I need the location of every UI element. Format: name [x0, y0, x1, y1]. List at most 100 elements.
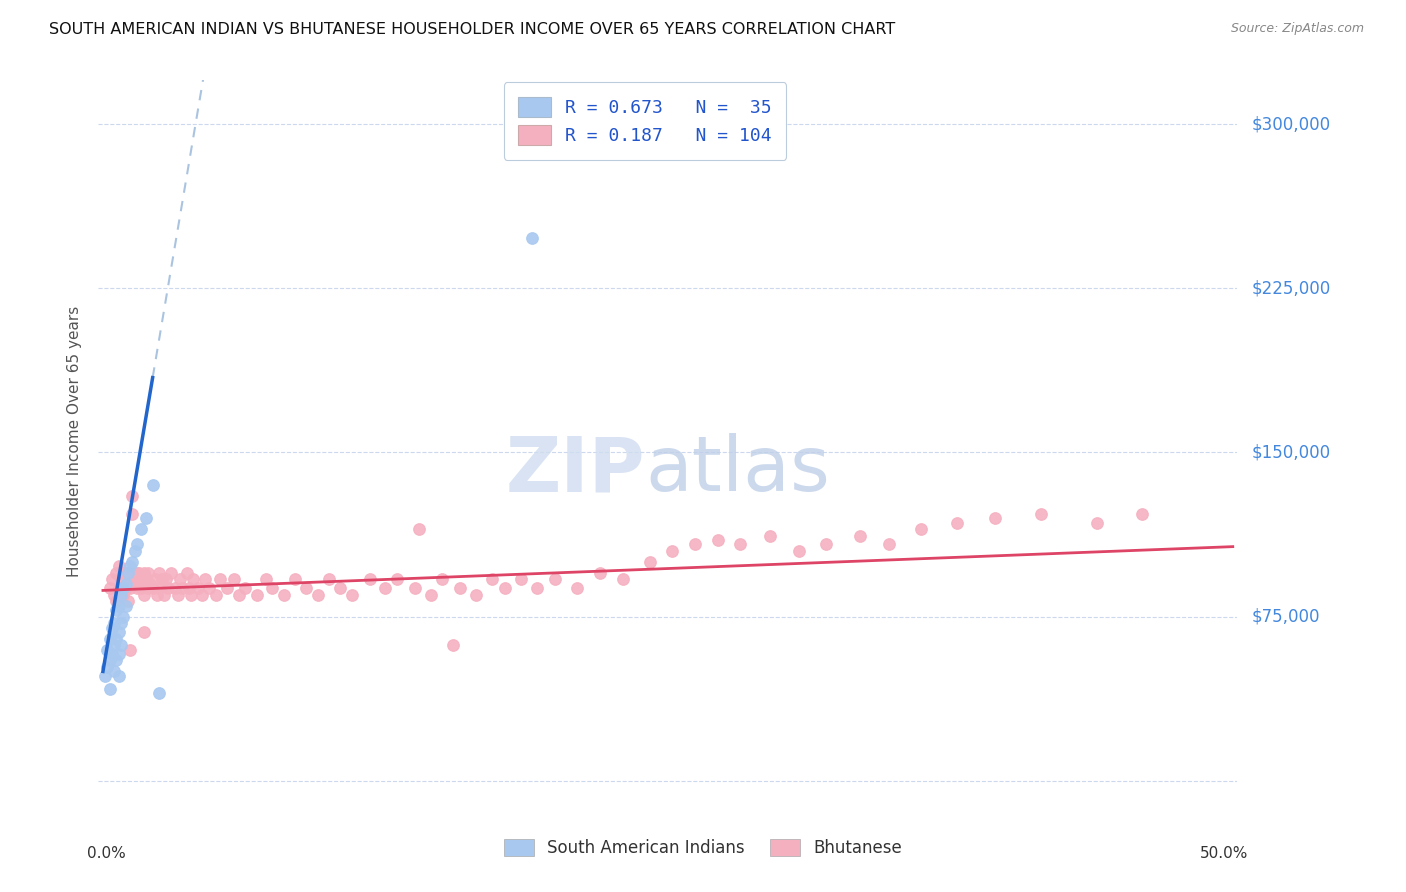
Point [150, 573, 173, 587]
Point [112, 588, 135, 602]
Point [107, 647, 129, 661]
Point [589, 566, 612, 580]
Point [374, 581, 396, 595]
Point [683, 537, 706, 551]
Point [107, 559, 129, 574]
Point [98, 632, 121, 646]
Point [180, 588, 202, 602]
Point [105, 566, 128, 580]
Point [105, 603, 128, 617]
Point [359, 573, 381, 587]
Point [101, 573, 124, 587]
Point [103, 616, 125, 631]
Point [408, 522, 430, 536]
Point [107, 625, 129, 640]
Point [246, 588, 269, 602]
Point [103, 665, 125, 679]
Point [169, 573, 191, 587]
Point [877, 537, 900, 551]
Point [481, 573, 503, 587]
Text: Source: ZipAtlas.com: Source: ZipAtlas.com [1230, 22, 1364, 36]
Point [132, 625, 155, 640]
Point [849, 529, 872, 543]
Point [120, 559, 141, 574]
Point [107, 581, 129, 595]
Point [567, 581, 589, 595]
Point [661, 544, 683, 558]
Point [128, 566, 150, 580]
Point [142, 581, 165, 595]
Point [105, 632, 128, 646]
Point [96, 642, 118, 657]
Point [124, 544, 146, 558]
Point [449, 581, 471, 595]
Point [132, 588, 155, 602]
Point [155, 573, 177, 587]
Point [153, 588, 176, 602]
Point [187, 581, 209, 595]
Point [131, 581, 153, 595]
Point [112, 566, 135, 580]
Point [143, 573, 166, 587]
Point [120, 566, 141, 580]
Point [307, 588, 329, 602]
Point [284, 573, 307, 587]
Point [110, 588, 132, 602]
Point [419, 588, 441, 602]
Point [191, 588, 214, 602]
Text: $150,000: $150,000 [1251, 443, 1330, 461]
Text: atlas: atlas [645, 434, 830, 508]
Point [165, 581, 187, 595]
Point [706, 533, 728, 547]
Point [132, 566, 155, 580]
Point [117, 566, 139, 580]
Point [217, 581, 239, 595]
Point [121, 489, 143, 503]
Point [105, 653, 128, 667]
Point [198, 581, 221, 595]
Point [464, 588, 486, 602]
Point [98, 653, 121, 667]
Point [222, 573, 245, 587]
Point [146, 588, 169, 602]
Point [114, 566, 136, 580]
Text: $225,000: $225,000 [1251, 279, 1330, 297]
Point [205, 588, 228, 602]
Point [136, 581, 159, 595]
Point [139, 577, 162, 591]
Point [1029, 507, 1052, 521]
Point [125, 537, 148, 551]
Point [758, 529, 780, 543]
Text: ZIP: ZIP [506, 434, 645, 508]
Point [984, 511, 1007, 525]
Point [110, 616, 132, 631]
Point [114, 577, 136, 591]
Point [183, 573, 205, 587]
Point [103, 638, 125, 652]
Point [273, 588, 295, 602]
Point [728, 537, 751, 551]
Point [262, 581, 284, 595]
Point [98, 681, 121, 696]
Point [98, 581, 121, 595]
Point [1085, 516, 1108, 530]
Point [544, 573, 567, 587]
Point [107, 669, 129, 683]
Point [1130, 507, 1153, 521]
Legend: R = 0.673   N =  35, R = 0.187   N = 104: R = 0.673 N = 35, R = 0.187 N = 104 [503, 82, 786, 160]
Point [101, 621, 124, 635]
Y-axis label: Householder Income Over 65 years: Householder Income Over 65 years [67, 306, 83, 577]
Legend: South American Indians, Bhutanese: South American Indians, Bhutanese [496, 831, 910, 866]
Point [787, 544, 810, 558]
Point [910, 522, 932, 536]
Point [94, 669, 117, 683]
Point [148, 581, 170, 595]
Point [526, 581, 548, 595]
Text: 0.0%: 0.0% [87, 847, 125, 861]
Point [101, 647, 124, 661]
Point [131, 522, 153, 536]
Point [159, 566, 181, 580]
Point [233, 581, 256, 595]
Point [815, 537, 838, 551]
Point [103, 588, 125, 602]
